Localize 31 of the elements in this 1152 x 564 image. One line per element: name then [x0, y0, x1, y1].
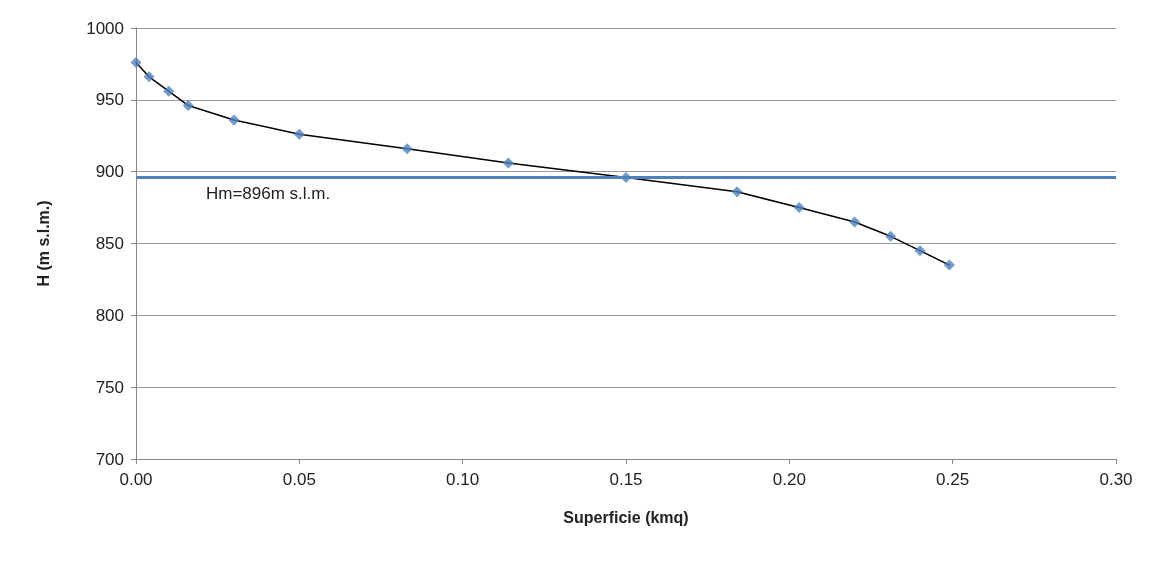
x-tick-label: 0.00 [119, 470, 153, 489]
y-tick-label: 1000 [86, 18, 124, 38]
x-tick-label: 0.30 [1099, 470, 1133, 489]
point [228, 114, 240, 126]
y-axis-title: H (m s.l.m.) [34, 200, 52, 287]
x-tick-label: 0.05 [282, 470, 316, 489]
point [885, 230, 897, 242]
y-tick-label: 800 [95, 305, 124, 325]
y-tick-label: 950 [95, 90, 124, 110]
y-tick-label: 750 [95, 377, 124, 397]
point [143, 71, 155, 83]
ref-line-label: Hm=896m s.l.m. [206, 184, 331, 204]
point [914, 245, 926, 257]
point [793, 202, 805, 214]
point [182, 100, 194, 112]
y-tick-label: 700 [95, 449, 124, 469]
x-tick-label: 0.20 [772, 470, 806, 489]
point [849, 216, 861, 228]
y-tick-label: 900 [95, 162, 124, 182]
point [502, 157, 514, 169]
point [401, 143, 413, 155]
point [130, 56, 142, 68]
point [731, 186, 743, 198]
x-tick-label: 0.15 [609, 470, 643, 489]
y-tick-label: 850 [95, 234, 124, 253]
point [163, 85, 175, 97]
point [943, 259, 955, 271]
x-tick-label: 0.25 [936, 470, 970, 489]
point [293, 128, 305, 140]
x-axis-title: Superficie (kmq) [563, 508, 689, 526]
x-tick-label: 0.10 [446, 470, 480, 489]
